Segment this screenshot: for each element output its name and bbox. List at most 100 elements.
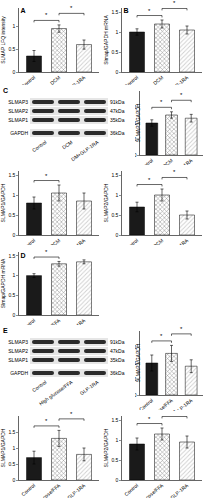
svg-text:47kDa: 47kDa bbox=[110, 108, 125, 114]
svg-text:1: 1 bbox=[116, 437, 119, 443]
svg-text:0.5: 0.5 bbox=[8, 46, 15, 52]
svg-text:SLMAP3: SLMAP3 bbox=[8, 99, 28, 105]
svg-text:*: * bbox=[45, 173, 48, 179]
svg-text:0.5: 0.5 bbox=[111, 212, 118, 218]
svg-text:1: 1 bbox=[135, 360, 137, 366]
svg-text:D: D bbox=[21, 252, 26, 259]
svg-text:*: * bbox=[160, 333, 163, 339]
svg-text:SLMAP1: SLMAP1 bbox=[8, 357, 28, 363]
svg-text:0: 0 bbox=[13, 232, 16, 238]
svg-text:Control: Control bbox=[123, 482, 139, 497]
svg-text:High glucose/FFA: High glucose/FFA bbox=[27, 317, 62, 325]
svg-text:*: * bbox=[173, 0, 176, 6]
svg-text:GLP-1RA: GLP-1RA bbox=[79, 379, 101, 397]
svg-text:SLMAP LFQ intensity: SLMAP LFQ intensity bbox=[0, 16, 6, 64]
svg-text:SLMAP1/GAPDH: SLMAP1/GAPDH bbox=[0, 183, 6, 222]
svg-text:*: * bbox=[148, 8, 151, 14]
svg-text:*: * bbox=[45, 12, 48, 18]
svg-text:*: * bbox=[180, 326, 183, 332]
svg-text:C: C bbox=[3, 87, 8, 94]
svg-text:SLMAP2: SLMAP2 bbox=[8, 348, 28, 354]
svg-text:*: * bbox=[148, 177, 151, 183]
svg-text:GLP-1RA: GLP-1RA bbox=[173, 397, 194, 410]
svg-text:Control: Control bbox=[138, 397, 154, 410]
svg-text:Control: Control bbox=[20, 482, 36, 497]
svg-text:Control: Control bbox=[123, 237, 139, 245]
svg-text:0: 0 bbox=[116, 232, 119, 238]
svg-text:35kDa: 35kDa bbox=[110, 117, 125, 123]
svg-text:High glucose/FFA: High glucose/FFA bbox=[130, 482, 165, 498]
svg-text:*: * bbox=[45, 249, 48, 255]
svg-text:0: 0 bbox=[116, 69, 119, 75]
svg-text:0.5: 0.5 bbox=[8, 292, 15, 298]
svg-text:0.5: 0.5 bbox=[111, 457, 118, 463]
svg-text:GLP-1RA: GLP-1RA bbox=[66, 317, 87, 325]
svg-text:Control: Control bbox=[123, 74, 139, 85]
svg-text:High glucose/FFA: High glucose/FFA bbox=[140, 397, 175, 410]
svg-text:Slmap/GAPDH mRNA: Slmap/GAPDH mRNA bbox=[103, 15, 109, 65]
svg-text:1: 1 bbox=[116, 192, 119, 198]
svg-text:Control: Control bbox=[20, 74, 36, 85]
svg-text:SLMAP3/GAPDH: SLMAP3/GAPDH bbox=[135, 343, 141, 382]
svg-text:1: 1 bbox=[116, 29, 119, 35]
svg-text:Control: Control bbox=[31, 379, 48, 393]
svg-text:DM+GLP-1RA: DM+GLP-1RA bbox=[161, 74, 190, 85]
svg-text:0.5: 0.5 bbox=[135, 136, 137, 142]
svg-text:SLMAP2/GAPDH: SLMAP2/GAPDH bbox=[103, 428, 109, 467]
svg-text:0: 0 bbox=[135, 392, 137, 398]
svg-text:47kDa: 47kDa bbox=[110, 348, 125, 354]
svg-text:1: 1 bbox=[135, 120, 137, 126]
svg-text:36kDa: 36kDa bbox=[110, 130, 125, 136]
svg-text:1.5: 1.5 bbox=[111, 9, 118, 15]
svg-text:1.5: 1.5 bbox=[8, 172, 15, 178]
svg-text:DM+GLP-1RA: DM+GLP-1RA bbox=[70, 139, 100, 163]
svg-text:High glucose/FFA: High glucose/FFA bbox=[38, 379, 74, 407]
svg-text:SLMAP3: SLMAP3 bbox=[8, 339, 28, 345]
svg-text:0: 0 bbox=[13, 69, 16, 75]
svg-text:1.5: 1.5 bbox=[111, 172, 118, 178]
svg-text:Control: Control bbox=[20, 237, 36, 245]
svg-text:GAPDH: GAPDH bbox=[10, 130, 28, 136]
svg-text:GLP-1RA: GLP-1RA bbox=[66, 482, 87, 498]
svg-text:DM+GLP-1RA: DM+GLP-1RA bbox=[161, 237, 190, 245]
svg-text:DCM: DCM bbox=[61, 139, 74, 150]
svg-text:*: * bbox=[70, 411, 73, 417]
svg-text:DCM: DCM bbox=[152, 237, 165, 245]
svg-text:*: * bbox=[148, 416, 151, 422]
svg-text:SLMAP3/GAPDH: SLMAP3/GAPDH bbox=[135, 103, 141, 142]
svg-text:91kDa: 91kDa bbox=[110, 99, 125, 105]
svg-text:DCM: DCM bbox=[49, 74, 62, 85]
svg-text:0: 0 bbox=[13, 312, 16, 318]
svg-text:Slmap/GAPDH mRNA: Slmap/GAPDH mRNA bbox=[0, 258, 6, 308]
svg-text:DM+GLP-1RA: DM+GLP-1RA bbox=[165, 157, 194, 165]
svg-text:0: 0 bbox=[13, 477, 16, 483]
svg-text:DM+GLP-1RA: DM+GLP-1RA bbox=[58, 74, 87, 85]
svg-text:1.5: 1.5 bbox=[111, 417, 118, 423]
svg-text:1: 1 bbox=[13, 445, 16, 451]
svg-text:High glucose/FFA: High glucose/FFA bbox=[27, 482, 62, 498]
svg-text:Control: Control bbox=[138, 157, 154, 165]
svg-text:SLMAP2: SLMAP2 bbox=[8, 108, 28, 114]
svg-text:GLP-1RA: GLP-1RA bbox=[169, 482, 190, 498]
svg-text:*: * bbox=[70, 5, 73, 11]
svg-text:*: * bbox=[173, 410, 176, 414]
svg-text:*: * bbox=[180, 92, 183, 98]
svg-text:0: 0 bbox=[135, 152, 137, 158]
svg-text:0.5: 0.5 bbox=[8, 212, 15, 218]
svg-text:1.5: 1.5 bbox=[8, 253, 15, 259]
svg-text:DM+GLP-1RA: DM+GLP-1RA bbox=[58, 237, 87, 245]
svg-text:*: * bbox=[45, 418, 48, 424]
svg-text:0.5: 0.5 bbox=[111, 49, 118, 55]
svg-text:SLMAP1/GAPDH: SLMAP1/GAPDH bbox=[0, 428, 6, 467]
svg-text:*: * bbox=[173, 169, 176, 175]
svg-text:GAPDH: GAPDH bbox=[10, 370, 28, 376]
svg-text:DCM: DCM bbox=[49, 237, 62, 245]
svg-text:DCM: DCM bbox=[161, 157, 174, 165]
svg-text:SLMAP2/GAPDH: SLMAP2/GAPDH bbox=[103, 183, 109, 222]
svg-text:A: A bbox=[21, 7, 26, 14]
svg-text:E: E bbox=[3, 327, 8, 334]
svg-text:0.5: 0.5 bbox=[8, 461, 15, 467]
svg-text:0: 0 bbox=[116, 477, 119, 483]
svg-text:0.5: 0.5 bbox=[135, 376, 137, 382]
svg-text:SLMAP1: SLMAP1 bbox=[8, 117, 28, 123]
